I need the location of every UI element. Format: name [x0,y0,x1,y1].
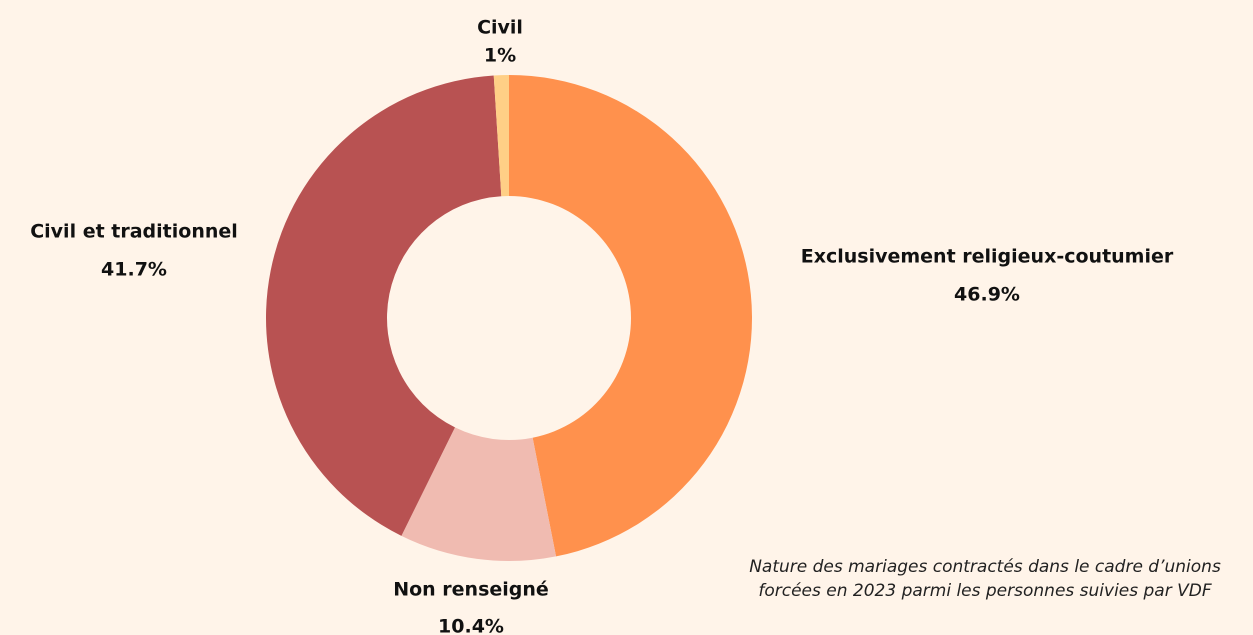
donut-slice [509,75,752,557]
donut-slice [493,75,509,197]
slice-label: Exclusivement religieux-coutumier [801,246,1174,268]
slice-label: Civil [477,17,523,39]
caption: Nature des mariages contractés dans le c… [749,557,1221,601]
slice-value-label: 10.4% [438,616,504,635]
slice-value-label: 41.7% [101,259,167,281]
slice-value-label: 1% [484,45,516,67]
donut-slice [401,427,557,561]
slice-value-label: 46.9% [954,284,1020,306]
slice-label: Civil et traditionnel [30,221,238,243]
slice-label: Non renseigné [393,579,549,601]
donut-slice [266,75,502,536]
